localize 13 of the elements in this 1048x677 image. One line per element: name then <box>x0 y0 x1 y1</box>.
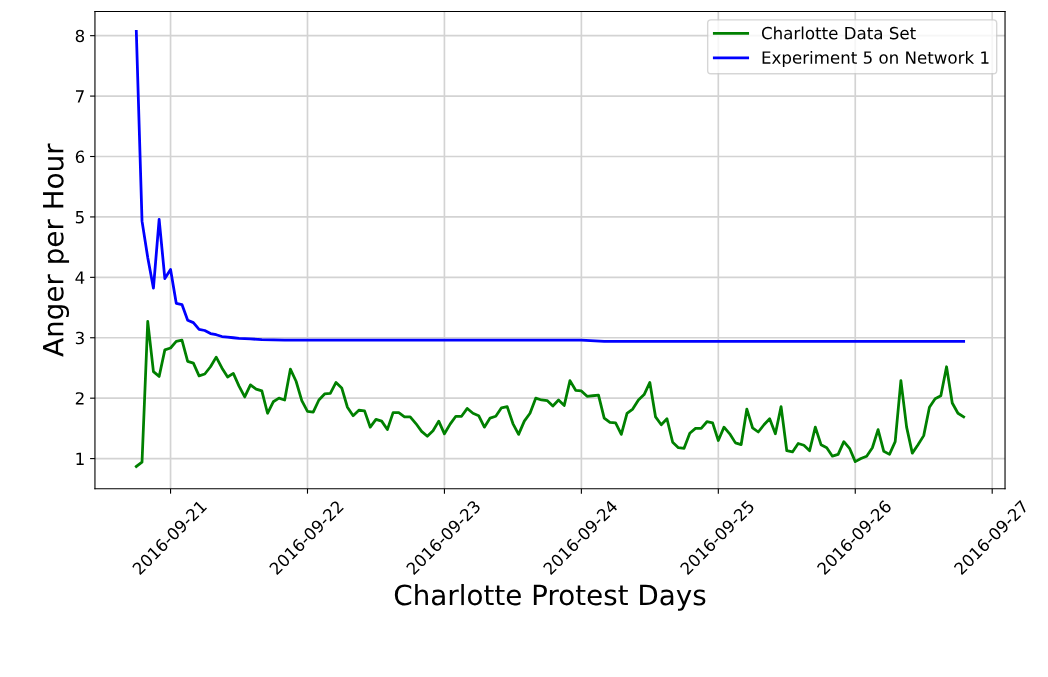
y-tick-label: 5 <box>75 211 84 224</box>
y-tick-label: 7 <box>75 90 84 103</box>
y-tick-label: 1 <box>76 452 84 465</box>
line-series <box>134 320 966 468</box>
y-tick-label: 2 <box>75 392 84 405</box>
y-tick-label: 6 <box>75 150 85 164</box>
y-tick-label: 8 <box>75 29 85 43</box>
y-tick-label: 4 <box>75 271 85 284</box>
y-tick-label: 3 <box>75 331 84 345</box>
legend-label: Charlotte Data Set <box>761 26 916 40</box>
y-axis-title: Anger per Hour <box>43 143 70 357</box>
x-axis-title: Charlotte Protest Days <box>394 583 706 611</box>
legend-label: Experiment 5 on Network 1 <box>762 50 989 68</box>
